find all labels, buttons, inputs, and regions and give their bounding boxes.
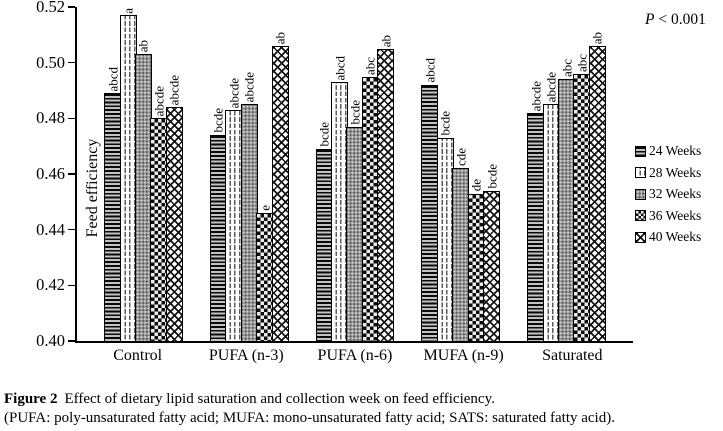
significance-label: de bbox=[468, 179, 484, 192]
significance-label: bcde bbox=[210, 108, 226, 133]
bar-28-weeks: a bbox=[119, 8, 137, 341]
caption-line-2: (PUFA: poly-unsaturated fatty acid; MUFA… bbox=[4, 409, 723, 428]
y-tick-label: 0.52 bbox=[36, 0, 65, 16]
p-value-annotation: P < 0.001 bbox=[645, 11, 706, 29]
significance-label: abcde bbox=[226, 77, 242, 108]
bar-40-weeks: abcde bbox=[165, 75, 183, 341]
significance-label: bcde bbox=[437, 111, 453, 136]
legend-label: 32 Weeks bbox=[649, 186, 702, 201]
bar-group-saturated: abcde abcde abc abc ab bbox=[527, 32, 606, 341]
bar-36-weeks: de bbox=[467, 179, 485, 341]
significance-label: bcde bbox=[484, 164, 500, 189]
legend: 24 Weeks 28 Weeks 32 Weeks 36 Weeks 40 Weeks bbox=[635, 143, 701, 251]
significance-label: cde bbox=[453, 148, 469, 167]
bar-group-pufa-n-3: bcde abcde abcde e ab bbox=[209, 32, 289, 341]
caption-note: (PUFA: poly-unsaturated fatty acid; MUFA… bbox=[4, 409, 615, 426]
y-tick-label: 0.42 bbox=[36, 275, 65, 295]
x-category-label: PUFA (n-3) bbox=[208, 347, 284, 364]
y-tick-mark bbox=[68, 340, 75, 342]
x-category-label: PUFA (n-6) bbox=[317, 347, 393, 364]
legend-item: 40 Weeks bbox=[635, 229, 701, 245]
legend-label: 36 Weeks bbox=[649, 207, 702, 223]
figure-caption: Figure 2 Effect of dietary lipid saturati… bbox=[4, 390, 723, 428]
legend-item: 24 Weeks bbox=[635, 143, 701, 159]
significance-label: bcde bbox=[347, 100, 363, 125]
legend-label: 28 Weeks bbox=[649, 164, 702, 180]
legend-label: 40 Weeks bbox=[649, 229, 702, 244]
bar-40-weeks: bcde bbox=[483, 164, 501, 341]
significance-label: abc bbox=[559, 59, 575, 78]
y-tick-label: 0.50 bbox=[36, 52, 65, 72]
bar-groups: abcd a ab abcde abcde bcde abcde abcde e ab bcde ab… bbox=[77, 7, 633, 341]
legend-swatch-icon bbox=[635, 188, 646, 200]
legend-item: 36 Weeks bbox=[635, 208, 701, 224]
significance-label: ab bbox=[272, 31, 288, 44]
bar-group-mufa-n-9: abcd bcde cde de bcde bbox=[421, 58, 501, 341]
p-symbol: P bbox=[645, 11, 655, 28]
significance-label: bcde bbox=[316, 122, 332, 147]
significance-label: ab bbox=[589, 31, 605, 44]
legend-swatch-icon bbox=[635, 231, 646, 243]
significance-label: abcde bbox=[528, 80, 544, 111]
caption-text: Effect of dietary lipid saturation and c… bbox=[64, 391, 495, 407]
legend-swatch-icon bbox=[635, 145, 646, 157]
y-tick-label: 0.46 bbox=[36, 164, 65, 183]
bar-40-weeks: ab bbox=[377, 35, 395, 341]
bar-36-weeks: abc bbox=[361, 57, 379, 341]
legend-item: 32 Weeks bbox=[635, 186, 701, 202]
bar-28-weeks: bcde bbox=[436, 111, 454, 341]
bar-32-weeks: abc bbox=[558, 59, 576, 341]
p-value-text: < 0.001 bbox=[654, 11, 706, 28]
x-category-label: MUFA (n-9) bbox=[423, 347, 504, 364]
y-tick-mark bbox=[68, 228, 75, 231]
x-category-label: Control bbox=[113, 347, 163, 364]
caption-figure-label: Figure 2 bbox=[4, 391, 58, 407]
significance-label: ab bbox=[378, 34, 394, 47]
significance-label: e bbox=[257, 205, 273, 211]
significance-label: abcde bbox=[151, 86, 167, 117]
significance-label: abcd bbox=[332, 55, 348, 81]
y-tick-label: 0.48 bbox=[36, 108, 65, 128]
x-axis-labels: Control PUFA (n-3) PUFA (n-6) MUFA (n-9) Sat… bbox=[77, 347, 633, 365]
y-tick-mark bbox=[68, 173, 75, 175]
significance-label: abcde bbox=[241, 72, 257, 103]
bar-40-weeks: ab bbox=[588, 32, 606, 341]
y-tick-mark bbox=[68, 61, 75, 64]
legend-item: 28 Weeks bbox=[635, 165, 701, 181]
legend-swatch-icon bbox=[635, 167, 646, 178]
legend-swatch-icon bbox=[635, 210, 646, 221]
significance-label: abc bbox=[574, 53, 590, 72]
significance-label: abcd bbox=[105, 66, 121, 92]
significance-label: abc bbox=[362, 56, 378, 75]
significance-label: abcd bbox=[422, 58, 438, 83]
significance-label: a bbox=[120, 7, 136, 14]
y-tick-label: 0.44 bbox=[36, 219, 65, 239]
caption-line-1: Figure 2 Effect of dietary lipid saturati… bbox=[4, 390, 723, 409]
y-tick-mark bbox=[68, 284, 75, 287]
bar-group-pufa-n-6: bcde abcd bcde abc ab bbox=[315, 35, 395, 341]
legend-label: 24 Weeks bbox=[649, 143, 702, 158]
significance-label: abcde bbox=[543, 72, 559, 103]
bar-group-control: abcd a ab abcde abcde bbox=[104, 8, 183, 341]
significance-label: abcde bbox=[166, 74, 182, 106]
bar-40-weeks: ab bbox=[271, 32, 289, 341]
x-category-label: Saturated bbox=[542, 347, 603, 364]
significance-label: ab bbox=[135, 40, 151, 53]
y-tick-mark bbox=[68, 117, 75, 120]
y-tick-mark bbox=[68, 6, 75, 8]
y-tick-label: 0.40 bbox=[36, 331, 65, 350]
plot-area: Feed efficiency 0.40 0.42 0.44 0.46 0.48 0.50… bbox=[36, 0, 633, 364]
